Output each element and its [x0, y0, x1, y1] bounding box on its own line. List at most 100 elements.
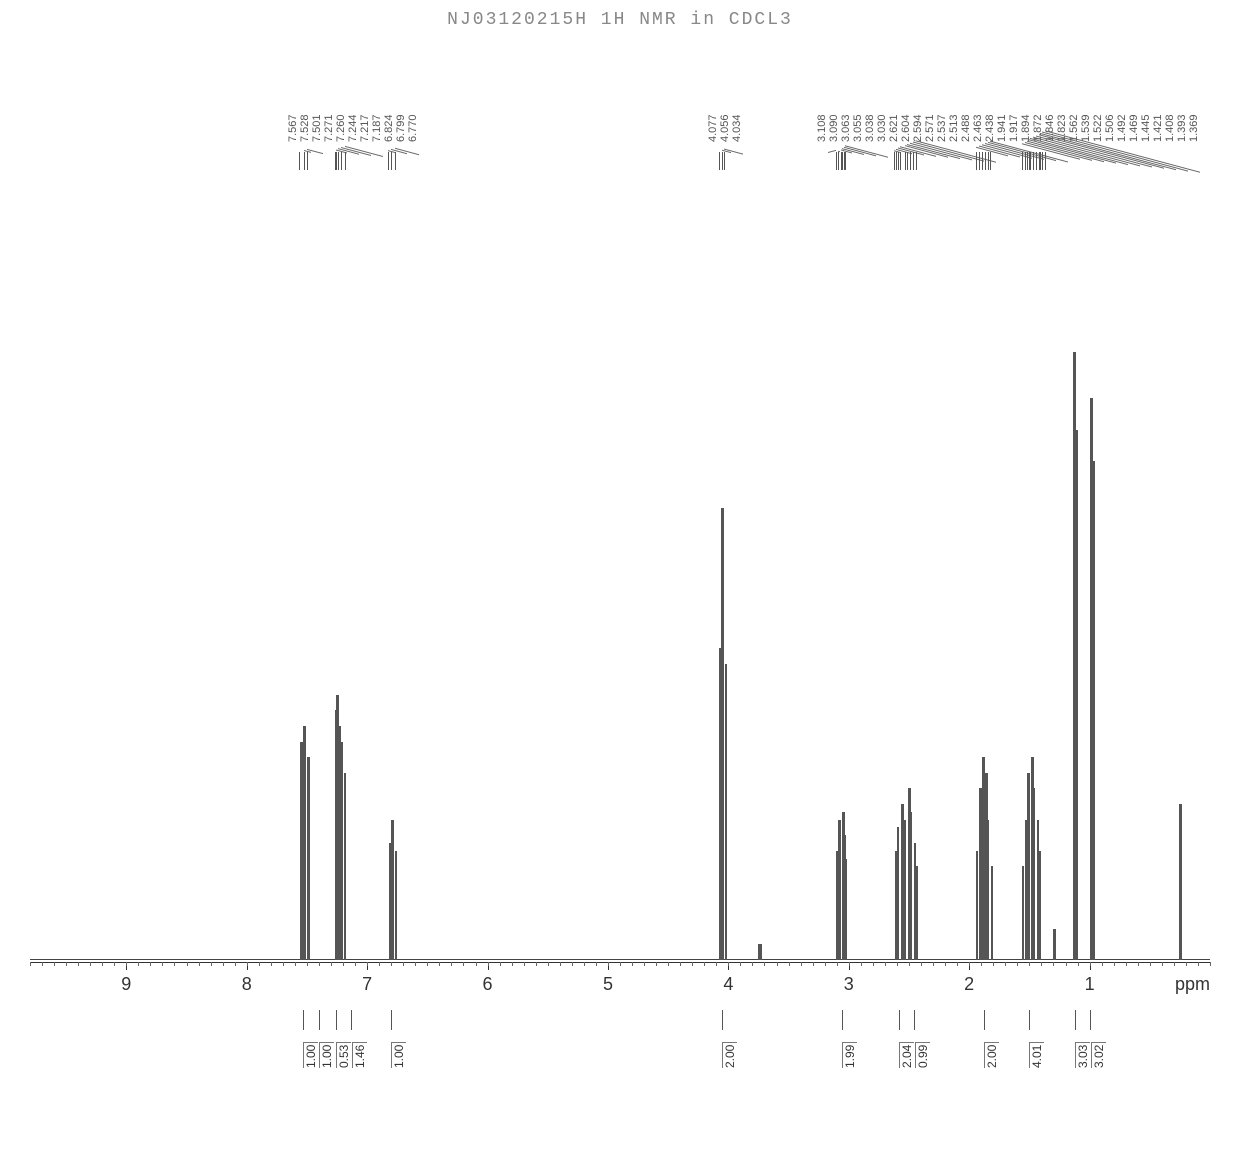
- spectrum-peak: [897, 827, 899, 960]
- minor-tick: [476, 962, 477, 966]
- minor-tick: [42, 962, 43, 966]
- minor-tick: [764, 962, 765, 966]
- minor-tick: [644, 962, 645, 966]
- peak-connector: [910, 152, 911, 170]
- tick-label: 3: [844, 974, 854, 995]
- minor-tick: [307, 962, 308, 966]
- minor-tick: [199, 962, 200, 966]
- minor-tick: [656, 962, 657, 966]
- spectrum-peak: [307, 757, 310, 960]
- minor-tick: [1198, 962, 1199, 966]
- peak-label: 7.187: [371, 114, 383, 142]
- peak-label: 6.770: [407, 114, 419, 142]
- minor-tick: [1066, 962, 1067, 966]
- spectrum-peak: [1075, 430, 1078, 960]
- minor-tick: [1210, 962, 1211, 966]
- peak-connector: [985, 152, 986, 170]
- minor-tick: [1186, 962, 1187, 966]
- peak-connector: [838, 152, 839, 170]
- peak-label: 7.217: [359, 114, 371, 142]
- minor-tick: [1078, 962, 1079, 966]
- peak-connector: [345, 152, 346, 170]
- spectrum-peak: [725, 664, 727, 960]
- minor-tick: [90, 962, 91, 966]
- spectrum-peak: [391, 820, 394, 960]
- integral-label: 0.53: [336, 1042, 351, 1068]
- minor-tick: [680, 962, 681, 966]
- peak-connector: [1042, 152, 1043, 170]
- peak-connector: [894, 152, 895, 170]
- peak-connector: [1033, 152, 1034, 170]
- integral-connector: [1090, 1010, 1091, 1030]
- spectrum-peak: [1033, 788, 1035, 960]
- spectrum-peak: [979, 788, 982, 960]
- peak-connector: [1030, 152, 1031, 170]
- minor-tick: [873, 962, 874, 966]
- minor-tick: [1041, 962, 1042, 966]
- integral-connector: [722, 1010, 723, 1030]
- peak-label: 7.528: [299, 114, 311, 142]
- minor-tick: [536, 962, 537, 966]
- spectrum-peak: [904, 820, 906, 960]
- peak-connector: [388, 152, 389, 170]
- tick-label: 9: [121, 974, 131, 995]
- minor-tick: [524, 962, 525, 966]
- spectrum-peak: [344, 773, 346, 960]
- minor-tick: [668, 962, 669, 966]
- integral-connector: [1029, 1010, 1030, 1030]
- peak-connector: [395, 152, 396, 170]
- axis-unit: ppm: [1175, 974, 1210, 995]
- spectrum-peak: [1039, 851, 1041, 960]
- spectrum-peak: [300, 742, 303, 960]
- integral-connector: [319, 1010, 320, 1030]
- peak-connector: [299, 152, 300, 170]
- peak-connector: [979, 152, 980, 170]
- peak-connector: [336, 152, 337, 170]
- minor-tick: [620, 962, 621, 966]
- spectrum-peak: [991, 866, 993, 960]
- minor-tick: [427, 962, 428, 966]
- peak-label: 7.501: [311, 114, 323, 142]
- minor-tick: [584, 962, 585, 966]
- tick-label: 6: [483, 974, 493, 995]
- minor-tick: [150, 962, 151, 966]
- minor-tick: [295, 962, 296, 966]
- minor-tick: [885, 962, 886, 966]
- minor-tick: [319, 962, 320, 966]
- minor-tick: [1029, 962, 1030, 966]
- minor-tick: [415, 962, 416, 966]
- peak-connector: [898, 152, 899, 170]
- minor-tick: [54, 962, 55, 966]
- minor-tick: [572, 962, 573, 966]
- minor-tick: [355, 962, 356, 966]
- minor-tick: [957, 962, 958, 966]
- minor-tick: [379, 962, 380, 966]
- integral-label: 3.03: [1075, 1042, 1090, 1068]
- minor-tick: [740, 962, 741, 966]
- peak-connector: [719, 152, 720, 170]
- minor-tick: [1102, 962, 1103, 966]
- peak-connector: [990, 152, 991, 170]
- minor-tick: [608, 962, 609, 966]
- integral-label: 2.00: [984, 1042, 999, 1068]
- minor-tick: [367, 962, 368, 966]
- peak-label: 1.421: [1152, 114, 1164, 142]
- minor-tick: [138, 962, 139, 966]
- peak-connector: [1027, 152, 1028, 170]
- minor-tick: [704, 962, 705, 966]
- peak-connector: [905, 152, 906, 170]
- spectrum-peak: [987, 820, 989, 960]
- spectrum-plot: [30, 180, 1210, 960]
- integral-label: 4.01: [1029, 1042, 1044, 1068]
- minor-tick: [439, 962, 440, 966]
- peak-label: 1.393: [1176, 114, 1188, 142]
- minor-tick: [728, 962, 729, 966]
- minor-tick: [777, 962, 778, 966]
- minor-tick: [235, 962, 236, 966]
- peak-connector: [1045, 152, 1046, 170]
- peak-connector: [982, 152, 983, 170]
- integral-label: 2.00: [722, 1042, 737, 1068]
- spectrum-peak: [910, 812, 912, 960]
- minor-tick: [1114, 962, 1115, 966]
- integral-connector: [984, 1010, 985, 1030]
